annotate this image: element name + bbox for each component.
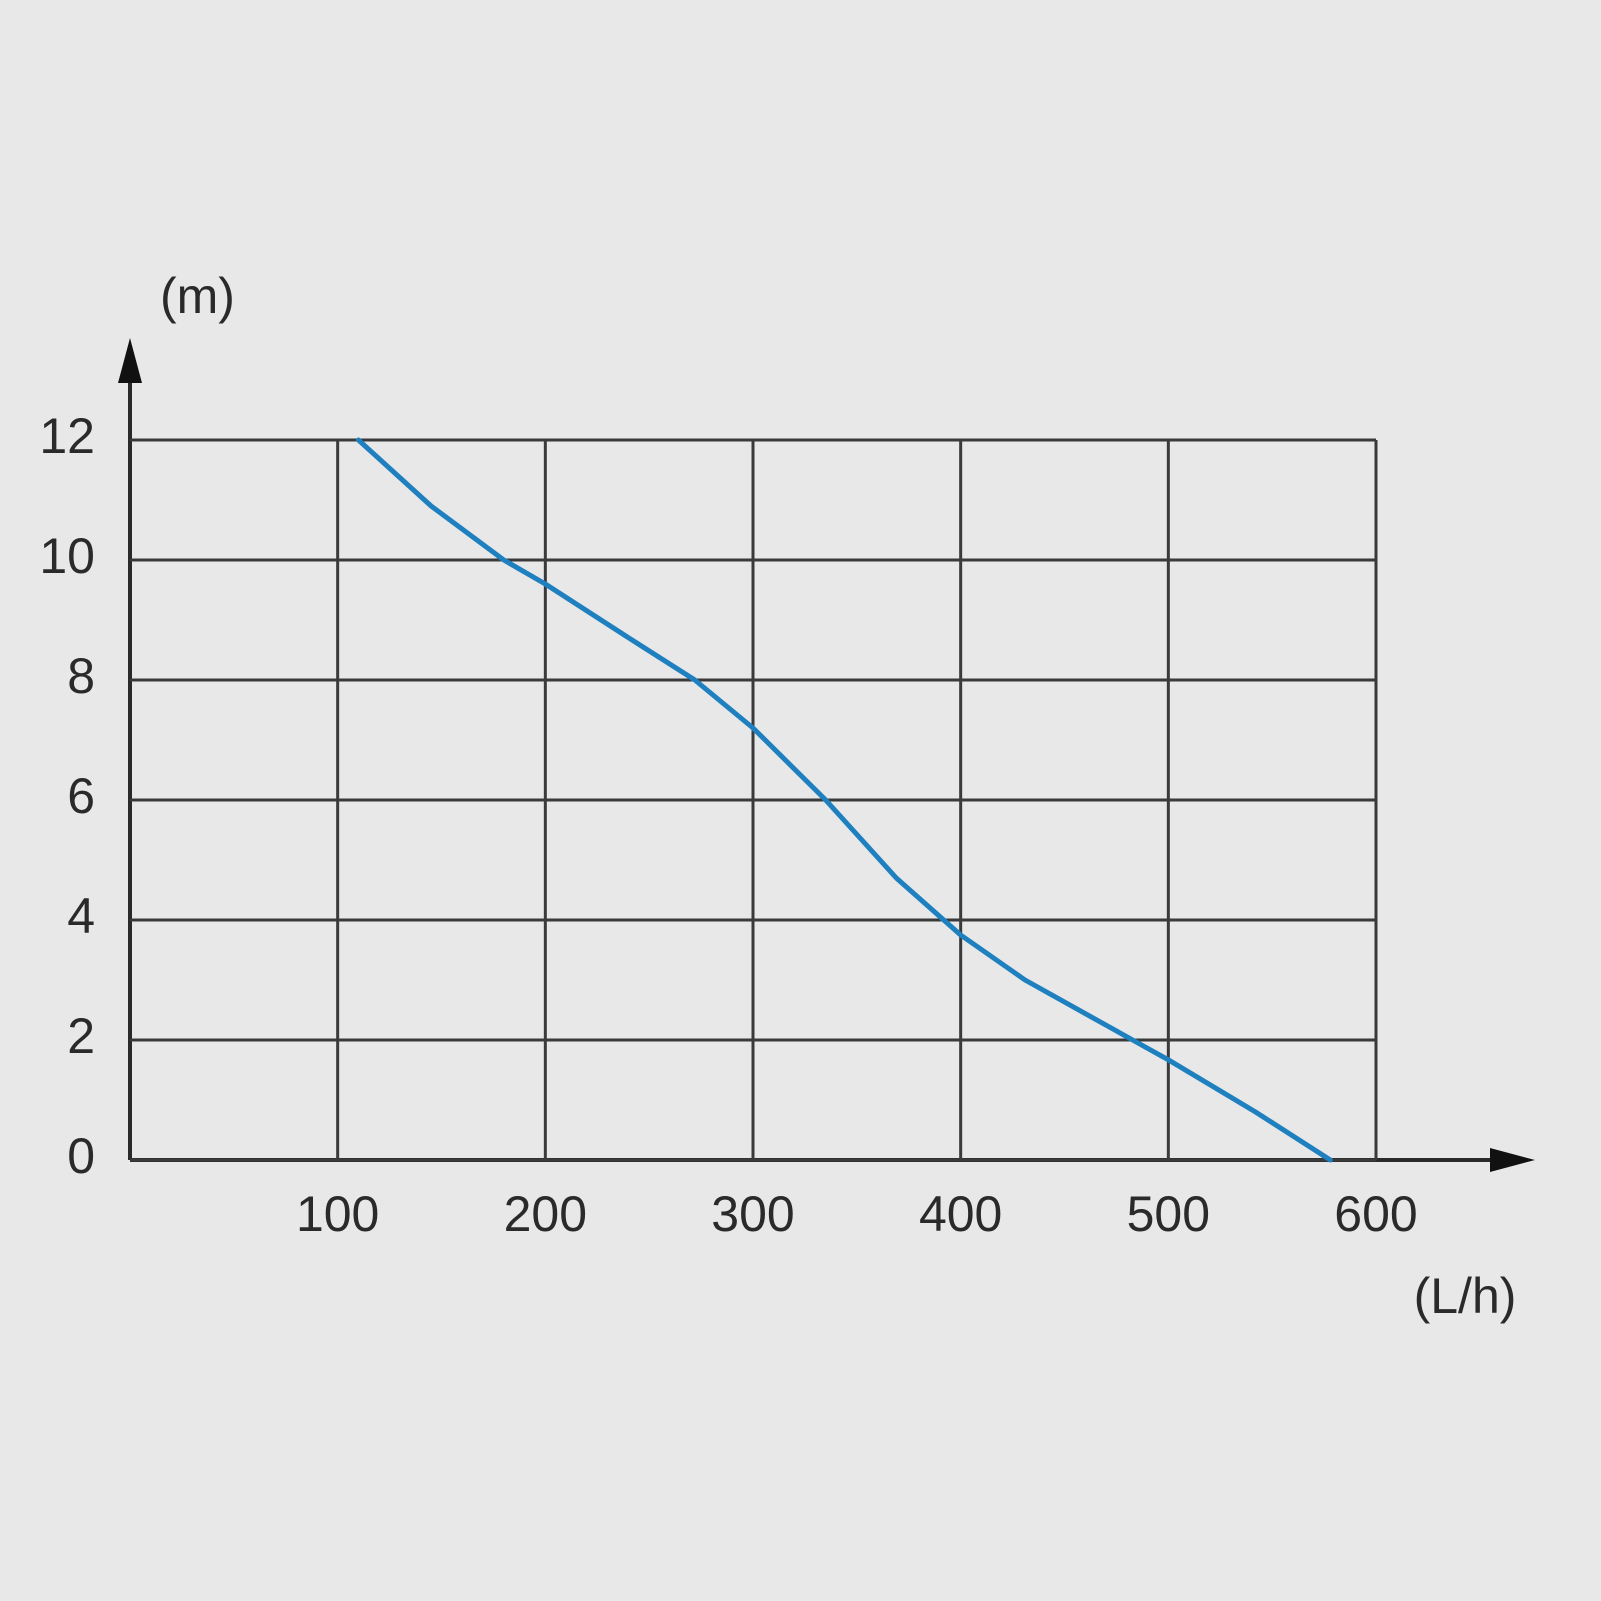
y-tick-label: 4 <box>67 888 95 944</box>
x-tick-label: 400 <box>919 1186 1002 1242</box>
x-axis-arrow <box>1490 1148 1535 1172</box>
y-tick-label: 12 <box>39 408 95 464</box>
curve <box>355 437 1333 1163</box>
y-axis-label: (m) <box>160 268 235 324</box>
x-tick-label: 100 <box>296 1186 379 1242</box>
x-axis-label: (L/h) <box>1414 1268 1517 1324</box>
y-axis-arrow <box>118 338 142 383</box>
x-tick-label: 600 <box>1334 1186 1417 1242</box>
y-tick-label: 0 <box>67 1128 95 1184</box>
x-tick-label: 500 <box>1127 1186 1210 1242</box>
y-tick-label: 10 <box>39 528 95 584</box>
y-tick-label: 6 <box>67 768 95 824</box>
y-tick-label: 8 <box>67 648 95 704</box>
x-tick-label: 200 <box>504 1186 587 1242</box>
y-tick-label: 2 <box>67 1008 95 1064</box>
x-tick-label: 300 <box>711 1186 794 1242</box>
